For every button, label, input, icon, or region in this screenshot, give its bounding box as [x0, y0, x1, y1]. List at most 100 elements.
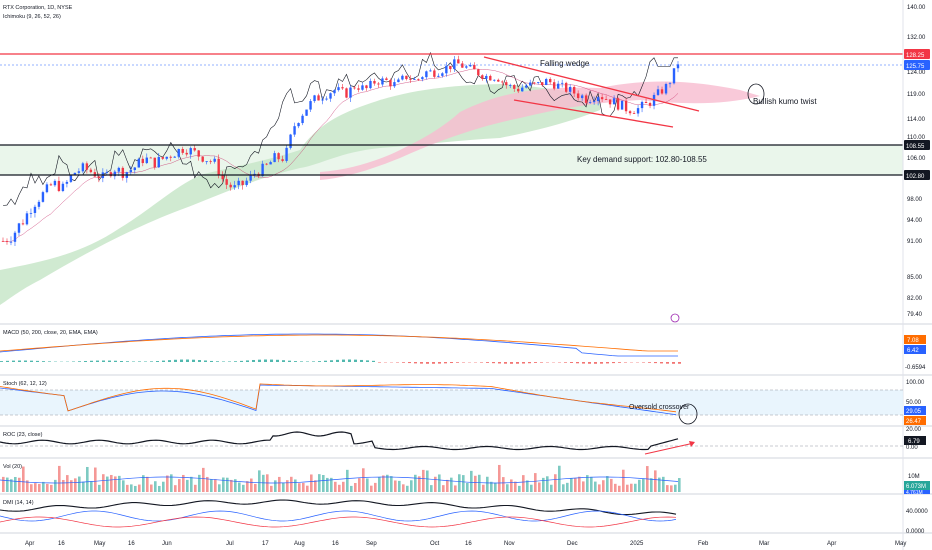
macd-hist-bar [576, 362, 579, 364]
candle-body [501, 81, 504, 83]
roc-line [0, 431, 679, 451]
stoch-pane [0, 383, 677, 416]
volume-bar [422, 469, 425, 492]
candle-body [65, 181, 69, 184]
macd-hist-bar [342, 359, 345, 362]
candle-body [325, 98, 328, 100]
macd-hist-bar [366, 360, 369, 362]
volume-bar [490, 481, 493, 492]
volume-bar [662, 476, 665, 492]
candle-body [365, 85, 368, 89]
volume-ma-line [0, 476, 679, 484]
price-tick: 124.00 [907, 70, 926, 76]
candle-body [453, 59, 456, 70]
candle-body [628, 111, 632, 114]
macd-hist-bar [666, 362, 669, 364]
candle-body [245, 180, 248, 186]
candle-body [624, 100, 628, 112]
volume-bar [618, 485, 621, 492]
volume-bar [430, 485, 433, 492]
candle-body [21, 223, 25, 225]
signal-line [0, 334, 678, 352]
candle-body [121, 167, 125, 178]
candle-body [465, 66, 468, 68]
macd-hist-bar [336, 359, 339, 362]
candle-body [393, 82, 396, 87]
macd-hist-bar [48, 361, 51, 362]
last-price-label: 125.75 [906, 64, 925, 70]
macd-hist-bar [96, 360, 99, 362]
volume-pane [0, 464, 681, 492]
macd-hist-bar [24, 360, 27, 362]
volume-bar [242, 484, 245, 492]
volume-bar [598, 484, 601, 492]
candle-body [305, 109, 308, 116]
time-tick: May [895, 541, 906, 547]
volume-bar [6, 477, 9, 492]
macd-hist-bar [12, 360, 15, 362]
macd-hist-bar [414, 362, 417, 364]
time-tick: 16 [465, 541, 472, 547]
candle-body [664, 83, 668, 94]
price-tick: 132.00 [907, 35, 926, 41]
macd-hist-bar [210, 360, 213, 362]
replay-icon[interactable] [670, 313, 680, 323]
macd-hist-bar [660, 362, 663, 364]
macd-hist-bar [516, 362, 519, 364]
candle-body [133, 167, 137, 171]
price-tick: 140.00 [907, 5, 926, 11]
candle-body [149, 157, 152, 159]
candle-body [397, 79, 400, 83]
macd-hist-bar [0, 361, 3, 362]
candle-body [608, 99, 612, 105]
macd-hist-bar [354, 359, 357, 362]
volume-bar [306, 485, 309, 492]
kumo-red [320, 81, 760, 180]
macd-hist-bar [108, 360, 111, 362]
volume-bar [274, 480, 277, 492]
volume-bar [350, 485, 353, 492]
volume-bar [498, 464, 501, 492]
macd-hist-bar [258, 359, 261, 362]
volume-bar [410, 480, 413, 492]
macd-hist-bar [228, 361, 231, 362]
candle-body [301, 115, 304, 124]
volume-bar [638, 479, 641, 492]
volume-bar [78, 476, 81, 492]
macd-hist-bar [504, 362, 507, 364]
macd-hist-bar [618, 362, 621, 363]
candle-body [213, 158, 216, 162]
macd-hist-bar [252, 359, 255, 362]
time-axis[interactable]: Apr 16 May 16 Jun Jul 17 Aug 16 Sep Oct 16 Nov Dec 202… [25, 541, 906, 547]
macd-hist-bar [492, 362, 495, 364]
macd-hist-bar [408, 362, 411, 364]
candle-body [201, 156, 204, 162]
volume-bar [318, 474, 321, 492]
candle-body [293, 126, 296, 135]
stoch-tick-50: 50.00 [906, 400, 922, 406]
price-tick: 85.00 [907, 275, 923, 281]
oversold-label: Oversold crossover [629, 404, 690, 411]
volume-bar [678, 478, 681, 492]
dmi-tick-0: 0.0000 [906, 529, 925, 535]
volume-bar [342, 481, 345, 492]
volume-bar [434, 476, 437, 492]
candle-body [233, 185, 236, 188]
macd-hist-bar [42, 361, 45, 362]
candle-body [600, 97, 604, 100]
vol-title: Vol (20) [3, 464, 22, 470]
candle-body [241, 180, 244, 186]
time-tick: Sep [366, 541, 377, 547]
macd-hist-bar [522, 362, 525, 364]
candle-body [229, 184, 232, 188]
stoch-title: Stoch (62, 12, 12) [3, 381, 47, 387]
volume-bar [162, 481, 165, 492]
candle-body [141, 158, 144, 164]
volume-bar [106, 476, 109, 492]
candle-body [129, 170, 133, 173]
candle-body [41, 192, 45, 202]
macd-hist-bar [450, 362, 453, 364]
macd-hist-bar [654, 362, 657, 364]
